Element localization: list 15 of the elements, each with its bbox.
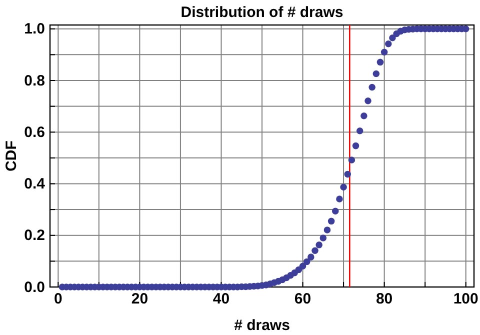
y-axis-title: CDF xyxy=(3,140,20,172)
y-tick-label: 0.0 xyxy=(24,278,45,296)
x-tick-label: 0 xyxy=(54,290,62,308)
y-tick-label: 0.8 xyxy=(24,72,45,90)
chart-title: Distribution of # draws xyxy=(180,4,344,21)
y-tick-label: 0.4 xyxy=(24,176,46,193)
x-axis-title: # draws xyxy=(234,317,290,334)
x-tick-label: 80 xyxy=(376,290,393,308)
x-tick-label: 100 xyxy=(453,290,478,308)
x-tick-label: 40 xyxy=(212,290,230,308)
y-tick-label: 0.2 xyxy=(24,227,45,244)
y-tick-label: 0.6 xyxy=(24,124,45,141)
x-tick-label: 20 xyxy=(131,290,148,308)
x-tick-label: 60 xyxy=(294,290,312,308)
y-tick-label: 1.0 xyxy=(24,20,45,38)
